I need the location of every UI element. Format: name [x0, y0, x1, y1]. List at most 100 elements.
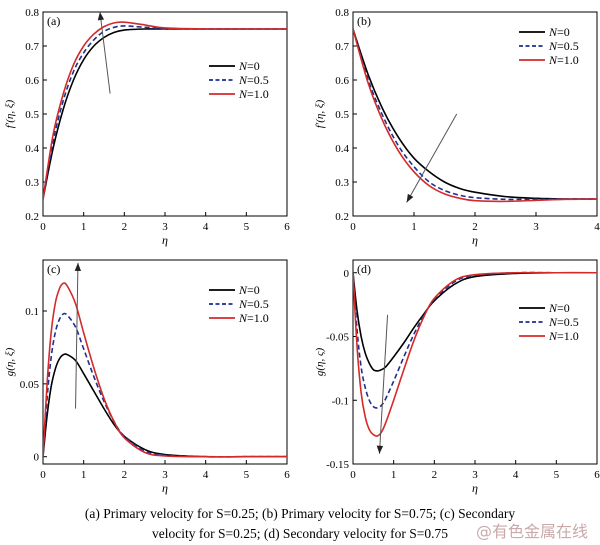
x-tick-label: 1: [391, 469, 397, 481]
y-tick-label: -0.1: [332, 395, 349, 407]
legend-entry: N=1.0: [238, 311, 269, 325]
x-tick-label: 1: [411, 221, 417, 233]
x-tick-label: 6: [284, 221, 290, 233]
x-tick-label: 1: [81, 469, 87, 481]
y-tick-label: 0.8: [335, 7, 349, 19]
y-tick-label: 0.5: [335, 109, 349, 121]
watermark-text: @有色金属在线: [475, 522, 588, 541]
x-tick-label: 3: [162, 469, 168, 481]
x-tick-label: 4: [203, 221, 209, 233]
y-tick-label: 0: [344, 268, 350, 280]
trend-arrow: [406, 113, 458, 203]
legend-entry: N=0: [238, 59, 260, 73]
trend-arrow-head: [97, 12, 105, 21]
series-line-n-0: [353, 28, 597, 200]
panel-label: (d): [357, 262, 371, 276]
trend-arrow-head: [406, 193, 414, 203]
legend-variable: N: [548, 329, 558, 343]
legend-entry: N=1.0: [548, 53, 579, 67]
trend-arrow-shaft: [406, 113, 458, 203]
trend-arrow-shaft: [99, 11, 111, 94]
figure-caption-line-2: velocity for S=0.25; (d) Secondary veloc…: [151, 526, 449, 541]
y-tick-label: 0.8: [25, 7, 39, 19]
legend-value: =1.0: [557, 53, 579, 67]
panel-label: (b): [357, 14, 371, 28]
trend-arrow-shaft: [378, 314, 389, 454]
y-tick-label: -0.15: [326, 459, 349, 471]
legend: N=0N=0.5N=1.0: [519, 301, 579, 343]
trend-arrow: [97, 11, 111, 94]
x-tick-label: 4: [513, 469, 519, 481]
y-tick-label: 0.3: [335, 177, 349, 189]
chart-panel-1: 0 1 2 3 40.20.30.40.50.60.70.8ηf′(η, ξ)(b)N=…: [314, 7, 600, 247]
y-tick-label: 0.6: [335, 75, 349, 87]
chart-panel-0: 0 1 2 3 4 5 6 0.2 0.3 0.4 0.5 0.6 0.7 0.8 η f′(η, ξ) (a)…: [4, 7, 290, 247]
y-tick-label: 0.7: [25, 41, 39, 53]
x-tick-label: 4: [203, 469, 209, 481]
panel-label: (a): [47, 14, 60, 28]
y-tick-label: 0.5: [25, 109, 39, 121]
y-axis-label: g(η, ς): [314, 348, 326, 377]
legend-value: =0: [557, 301, 570, 315]
legend-entry: N=0.5: [238, 73, 269, 87]
legend-variable: N: [548, 315, 558, 329]
legend: N=0N=0.5N=1.0: [519, 25, 579, 67]
x-tick-label: 0: [40, 221, 46, 233]
y-tick-label: 0.1: [25, 306, 39, 318]
y-tick-label: 0: [34, 452, 40, 464]
legend-value: =0.5: [247, 297, 269, 311]
legend-variable: N: [548, 39, 558, 53]
legend-value: =1.0: [247, 87, 269, 101]
legend-value: =0: [247, 59, 260, 73]
x-tick-label: 2: [122, 469, 128, 481]
legend-variable: N: [238, 87, 248, 101]
x-tick-label: 0: [40, 469, 46, 481]
series-line-n-0-5: [353, 28, 597, 201]
y-axis-label: g(η, ξ): [4, 347, 16, 376]
trend-arrow-shaft: [75, 262, 79, 409]
x-tick-label: 6: [284, 469, 290, 481]
series-line-n-0: [43, 28, 287, 200]
chart-panel-2: 0 1 2 3 4 5 600.050.1ηg(η, ξ)(c)N=0N=0.5N=1.0: [4, 259, 290, 495]
x-tick-label: 2: [472, 221, 478, 233]
series-line-n-0: [43, 353, 287, 458]
series-line-n-1-0: [43, 21, 287, 200]
trend-arrow: [376, 314, 389, 454]
legend-variable: N: [238, 283, 248, 297]
legend-variable: N: [238, 311, 248, 325]
series-line-n-1-0: [353, 271, 597, 437]
legend: N=0N=0.5N=1.0: [209, 59, 269, 101]
y-axis-label: f′(η, ξ): [314, 99, 326, 128]
x-tick-label: 0: [350, 221, 356, 233]
x-tick-label: 1: [81, 221, 87, 233]
x-axis-label: η: [472, 233, 478, 247]
y-tick-label: 0.4: [335, 143, 349, 155]
legend: N=0N=0.5N=1.0: [209, 283, 269, 325]
series-line-n-0-5: [43, 312, 287, 458]
legend-entry: N=0: [548, 25, 570, 39]
series-line-n-1-0: [353, 28, 597, 203]
x-axis-label: η: [162, 233, 168, 247]
x-axis-label: η: [472, 481, 478, 495]
legend-value: =0.5: [557, 39, 579, 53]
legend-entry: N=1.0: [238, 87, 269, 101]
series-line-n-0: [353, 271, 597, 372]
legend-variable: N: [548, 301, 558, 315]
legend-value: =0: [557, 25, 570, 39]
x-tick-label: 5: [244, 221, 250, 233]
x-tick-label: 2: [432, 469, 438, 481]
trend-arrow: [74, 262, 82, 409]
legend-value: =0: [247, 283, 260, 297]
legend-entry: N=0: [238, 283, 260, 297]
legend-value: =1.0: [557, 329, 579, 343]
legend-variable: N: [548, 53, 558, 67]
legend-entry: N=0.5: [548, 39, 579, 53]
legend-variable: N: [238, 297, 248, 311]
x-tick-label: 3: [162, 221, 168, 233]
x-tick-label: 2: [122, 221, 128, 233]
legend-entry: N=0.5: [548, 315, 579, 329]
x-tick-label: 3: [533, 221, 539, 233]
trend-arrow-head: [74, 262, 82, 271]
legend-entry: N=1.0: [548, 329, 579, 343]
